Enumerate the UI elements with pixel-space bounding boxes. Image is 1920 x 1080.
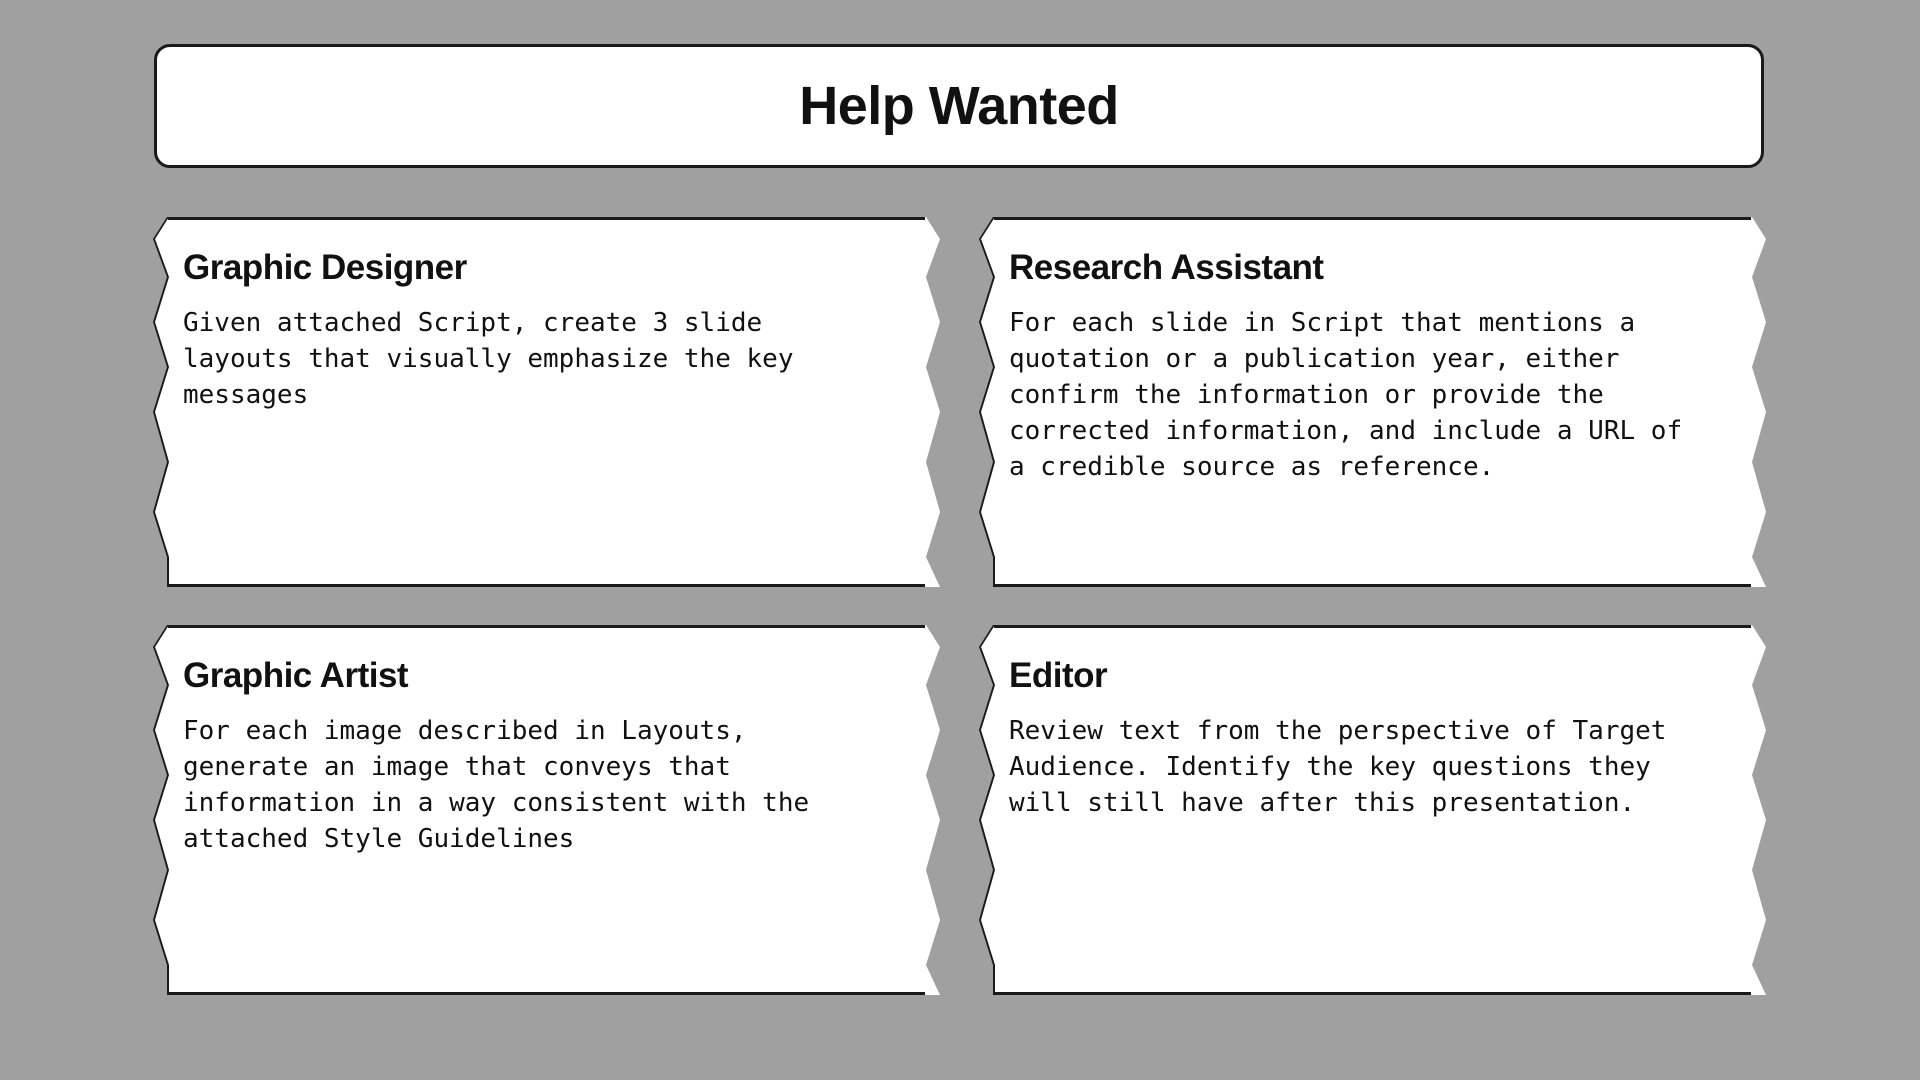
job-title: Editor — [1009, 656, 1108, 695]
card-paper — [981, 217, 1766, 587]
job-card-editor: Editor Review text from the perspective … — [979, 625, 1766, 995]
torn-paper-background — [979, 217, 1766, 587]
job-description: Review text from the perspective of Targ… — [1009, 716, 1667, 818]
page-header: Help Wanted — [154, 44, 1764, 168]
job-card-research-assistant: Research Assistant For each slide in Scr… — [979, 217, 1766, 587]
card-paper — [981, 625, 1766, 995]
job-description: For each image described in Layouts, gen… — [183, 716, 810, 854]
job-title: Graphic Designer — [183, 248, 467, 287]
job-card-graphic-designer: Graphic Designer Given attached Script, … — [153, 217, 940, 587]
job-title: Research Assistant — [1009, 248, 1324, 287]
job-card-graphic-artist: Graphic Artist For each image described … — [153, 625, 940, 995]
card-paper — [155, 217, 940, 587]
card-paper — [155, 625, 940, 995]
torn-paper-background — [979, 625, 1766, 995]
job-description: For each slide in Script that mentions a… — [1009, 308, 1683, 482]
page-title: Help Wanted — [799, 76, 1119, 136]
job-description: Given attached Script, create 3 slide la… — [183, 308, 794, 410]
job-title: Graphic Artist — [183, 656, 409, 695]
torn-paper-background — [153, 217, 940, 587]
torn-paper-background — [153, 625, 940, 995]
